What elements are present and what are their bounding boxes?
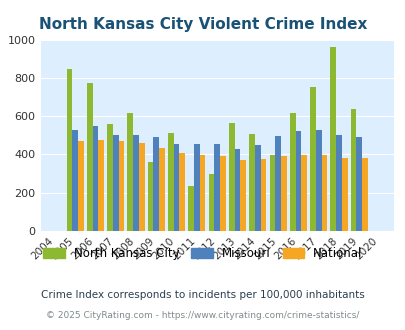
Text: © 2025 CityRating.com - https://www.cityrating.com/crime-statistics/: © 2025 CityRating.com - https://www.city…: [46, 311, 359, 320]
Text: Crime Index corresponds to incidents per 100,000 inhabitants: Crime Index corresponds to incidents per…: [41, 290, 364, 300]
Bar: [98, 140, 104, 231]
Bar: [289, 113, 295, 231]
Bar: [127, 113, 133, 231]
Bar: [214, 144, 220, 231]
Bar: [133, 135, 139, 231]
Bar: [66, 69, 72, 231]
Bar: [118, 141, 124, 231]
Bar: [168, 133, 173, 231]
Bar: [356, 137, 361, 231]
Bar: [315, 130, 321, 231]
Bar: [139, 143, 144, 231]
Bar: [295, 131, 301, 231]
Bar: [78, 141, 83, 231]
Legend: North Kansas City, Missouri, National: North Kansas City, Missouri, National: [38, 242, 367, 265]
Bar: [309, 87, 315, 231]
Bar: [72, 130, 78, 231]
Bar: [269, 155, 275, 231]
Bar: [208, 174, 214, 231]
Bar: [173, 144, 179, 231]
Bar: [350, 110, 356, 231]
Bar: [153, 137, 159, 231]
Bar: [280, 155, 286, 231]
Bar: [92, 126, 98, 231]
Bar: [179, 153, 185, 231]
Bar: [228, 123, 234, 231]
Bar: [341, 158, 347, 231]
Bar: [234, 149, 240, 231]
Text: North Kansas City Violent Crime Index: North Kansas City Violent Crime Index: [39, 16, 366, 31]
Bar: [159, 148, 164, 231]
Bar: [220, 155, 225, 231]
Bar: [260, 159, 266, 231]
Bar: [107, 124, 113, 231]
Bar: [188, 186, 194, 231]
Bar: [249, 134, 254, 231]
Bar: [335, 135, 341, 231]
Bar: [361, 158, 367, 231]
Bar: [254, 146, 260, 231]
Bar: [240, 160, 245, 231]
Bar: [194, 144, 199, 231]
Bar: [113, 135, 118, 231]
Bar: [275, 136, 280, 231]
Bar: [321, 155, 326, 231]
Bar: [87, 83, 92, 231]
Bar: [301, 155, 306, 231]
Bar: [147, 162, 153, 231]
Bar: [199, 155, 205, 231]
Bar: [330, 47, 335, 231]
